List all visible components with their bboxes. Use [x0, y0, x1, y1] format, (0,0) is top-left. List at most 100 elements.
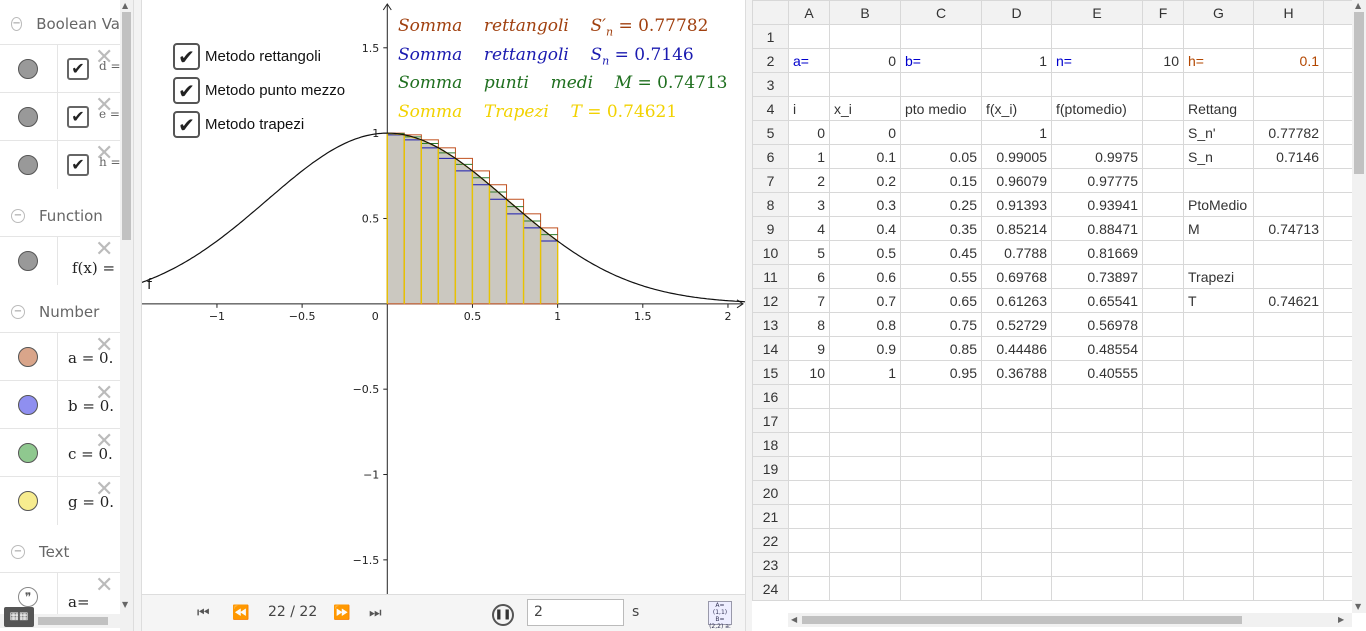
graph-canvas[interactable]: −1 −0.5 0 0.5 1 1.5 2 1.5 1 0.5 −0.5 −1 −1.5 f — [142, 0, 745, 594]
sheet-cell[interactable] — [1142, 168, 1184, 193]
row-header[interactable]: 7 — [752, 168, 789, 193]
sheet-cell[interactable] — [1183, 24, 1254, 49]
sheet-cell[interactable]: 0.25 — [900, 192, 982, 217]
sheet-cell[interactable]: 0.88471 — [1051, 216, 1143, 241]
sheet-cell[interactable] — [788, 24, 830, 49]
sheet-cell[interactable]: 1 — [829, 360, 901, 385]
sheet-cell[interactable] — [1142, 552, 1184, 577]
sheet-cell[interactable] — [788, 576, 830, 601]
algebra-item-b[interactable]: b = 0. ✕ — [0, 380, 120, 429]
sheet-cell[interactable]: 7 — [788, 288, 830, 313]
sheet-cell[interactable] — [829, 384, 901, 409]
sheet-cell[interactable]: 0.2 — [829, 168, 901, 193]
sheet-cell[interactable] — [1183, 528, 1254, 553]
delete-icon[interactable]: ✕ — [95, 237, 114, 262]
sheet-cell[interactable]: 0 — [788, 120, 830, 145]
sheet-cell[interactable]: 0.96079 — [981, 168, 1052, 193]
sheet-cell[interactable]: Trapezi — [1183, 264, 1254, 289]
sheet-cell[interactable]: i — [788, 96, 830, 121]
category-function[interactable]: − Function — [0, 192, 120, 240]
row-header[interactable]: 4 — [752, 96, 789, 121]
sheet-cell[interactable] — [1051, 120, 1143, 145]
visibility-toggle[interactable] — [18, 107, 38, 127]
sheet-cell[interactable]: x_i — [829, 96, 901, 121]
sheet-cell[interactable] — [829, 504, 901, 529]
sheet-cell[interactable] — [1253, 384, 1324, 409]
collapse-icon[interactable]: − — [11, 209, 25, 223]
last-frame-icon[interactable]: ⏭ — [369, 605, 382, 621]
scroll-left-icon[interactable]: ◀ — [791, 615, 798, 624]
column-header[interactable]: C — [900, 0, 982, 25]
sheet-cell[interactable]: 10 — [788, 360, 830, 385]
column-header[interactable]: E — [1051, 0, 1143, 25]
sheet-cell[interactable] — [1183, 408, 1254, 433]
checkbox-metodo-punto-mezzo[interactable]: ✔ Metodo punto mezzo — [173, 77, 345, 104]
row-header[interactable]: 14 — [752, 336, 789, 361]
sheet-cell[interactable] — [1051, 552, 1143, 577]
sheet-cell[interactable] — [829, 408, 901, 433]
sheet-cell[interactable]: M — [1183, 216, 1254, 241]
sheet-cell[interactable] — [1142, 120, 1184, 145]
sheet-cell[interactable] — [1142, 96, 1184, 121]
checkbox-metodo-rettangoli[interactable]: ✔ Metodo rettangoli — [173, 43, 321, 70]
view-splitter[interactable] — [745, 0, 752, 631]
sheet-cell[interactable]: 0.45 — [900, 240, 982, 265]
column-header[interactable]: D — [981, 0, 1052, 25]
algebra-style-icon[interactable]: A=(1,1) B=(2,2) a: y=x — [708, 601, 732, 631]
checkbox-mark[interactable]: ✔ — [173, 77, 200, 104]
sheet-cell[interactable] — [1253, 360, 1324, 385]
sheet-cell[interactable] — [1183, 72, 1254, 97]
row-header[interactable]: 2 — [752, 48, 789, 73]
sheet-cell[interactable]: 0.5 — [829, 240, 901, 265]
algebra-item-text[interactable]: ❞ a= ✕ — [0, 572, 120, 621]
row-header[interactable]: 24 — [752, 576, 789, 601]
sheet-cell[interactable] — [1142, 192, 1184, 217]
sheet-cell[interactable] — [1253, 456, 1324, 481]
row-header[interactable]: 11 — [752, 264, 789, 289]
row-header[interactable]: 12 — [752, 288, 789, 313]
sheet-cell[interactable] — [900, 456, 982, 481]
sheet-cell[interactable]: S_n — [1183, 144, 1254, 169]
sheet-cell[interactable]: 0.56978 — [1051, 312, 1143, 337]
spreadsheet-vertical-scrollbar[interactable]: ▲ ▼ — [1352, 0, 1366, 613]
sheet-cell[interactable] — [1183, 384, 1254, 409]
category-number[interactable]: − Number — [0, 288, 120, 336]
row-header[interactable]: 15 — [752, 360, 789, 385]
sheet-cell[interactable] — [1142, 432, 1184, 457]
delete-icon[interactable]: ✕ — [95, 141, 114, 166]
sheet-cell[interactable]: 0 — [829, 120, 901, 145]
algebra-item-c[interactable]: c = 0. ✕ — [0, 428, 120, 477]
sheet-cell[interactable] — [1253, 312, 1324, 337]
sheet-cell[interactable]: n= — [1051, 48, 1143, 73]
sheet-cell[interactable] — [1051, 528, 1143, 553]
sheet-cell[interactable] — [829, 72, 901, 97]
visibility-toggle[interactable] — [18, 443, 38, 463]
sheet-cell[interactable] — [981, 480, 1052, 505]
row-header[interactable]: 13 — [752, 312, 789, 337]
boolean-checkbox[interactable]: ✔ — [67, 154, 89, 176]
sheet-cell[interactable]: 0.48554 — [1051, 336, 1143, 361]
row-header[interactable]: 1 — [752, 24, 789, 49]
column-header[interactable]: F — [1142, 0, 1184, 25]
sheet-cell[interactable]: f(x_i) — [981, 96, 1052, 121]
sheet-cell[interactable]: 0.35 — [900, 216, 982, 241]
sheet-cell[interactable]: 0.6 — [829, 264, 901, 289]
sheet-cell[interactable] — [829, 576, 901, 601]
category-text[interactable]: − Text — [0, 528, 120, 576]
sheet-cell[interactable]: 0.85214 — [981, 216, 1052, 241]
sheet-cell[interactable]: h= — [1183, 48, 1254, 73]
scroll-down-icon[interactable]: ▼ — [1355, 602, 1362, 611]
delete-icon[interactable]: ✕ — [95, 477, 114, 502]
sheet-cell[interactable] — [1183, 168, 1254, 193]
scroll-thumb[interactable] — [802, 616, 1242, 624]
sheet-cell[interactable]: a= — [788, 48, 830, 73]
sheet-cell[interactable] — [1142, 312, 1184, 337]
delete-icon[interactable]: ✕ — [95, 429, 114, 454]
speed-input[interactable]: 2 — [527, 599, 624, 626]
sheet-cell[interactable]: b= — [900, 48, 982, 73]
sheet-cell[interactable] — [1183, 504, 1254, 529]
sheet-cell[interactable] — [1253, 168, 1324, 193]
sheet-cell[interactable] — [1051, 408, 1143, 433]
sheet-cell[interactable] — [900, 384, 982, 409]
sheet-cell[interactable]: 0.36788 — [981, 360, 1052, 385]
